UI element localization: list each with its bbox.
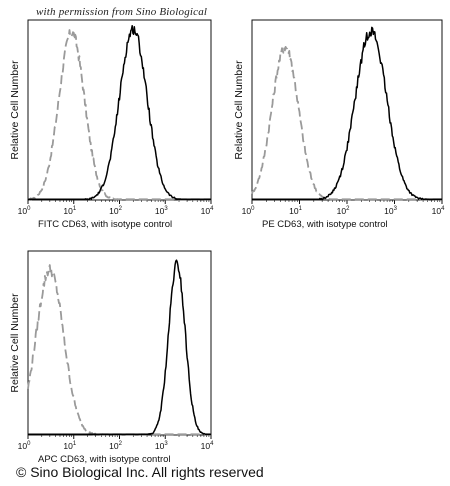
y-axis-label: Relative Cell Number <box>9 60 21 160</box>
histogram-panel-pe: 100 101 102 103 104 Relative Cell Number PE CD… <box>233 19 445 230</box>
histogram-panel-fitc: 100 101 102 103 104 Relative Cell Number FITC … <box>9 19 214 230</box>
x-tick-label: 104 <box>201 206 214 216</box>
x-tick-label: 100 <box>242 206 255 216</box>
x-tick-label: 103 <box>384 206 397 216</box>
x-tick-label: 103 <box>155 441 168 451</box>
isotype-control-curve-pe <box>251 46 443 201</box>
x-axis-label: FITC CD63, with isotype control <box>38 219 172 230</box>
x-tick-label: 101 <box>289 206 302 216</box>
x-tick-label: 100 <box>18 441 31 451</box>
x-tick-label: 101 <box>63 206 76 216</box>
plot-frame <box>251 19 443 201</box>
isotype-control-curve-fitc <box>27 29 212 201</box>
cd63-sample-curve-apc <box>27 259 212 436</box>
x-tick-label: 101 <box>63 441 76 451</box>
x-tick-label: 100 <box>18 206 31 216</box>
y-axis-label: Relative Cell Number <box>233 60 245 160</box>
y-axis-label: Relative Cell Number <box>9 293 21 393</box>
x-tick-label: 104 <box>432 206 445 216</box>
x-axis-label: APC CD63, with isotype control <box>38 454 171 465</box>
x-tick-label: 104 <box>201 441 214 451</box>
cd63-sample-curve-pe <box>251 26 443 201</box>
isotype-control-curve-apc <box>27 264 212 436</box>
plot-frame <box>27 19 212 201</box>
x-axis-label: PE CD63, with isotype control <box>262 219 388 230</box>
copyright-notice: © Sino Biological Inc. All rights reserv… <box>16 464 264 480</box>
x-tick-label: 103 <box>155 206 168 216</box>
x-tick-label: 102 <box>337 206 350 216</box>
histogram-panel-apc: 100 101 102 103 104 Relative Cell Number APC C… <box>9 250 214 465</box>
cd63-sample-curve-fitc <box>27 24 212 201</box>
watermark: with permission from Sino Biological <box>36 6 208 18</box>
x-tick-label: 102 <box>109 441 122 451</box>
x-tick-label: 102 <box>109 206 122 216</box>
